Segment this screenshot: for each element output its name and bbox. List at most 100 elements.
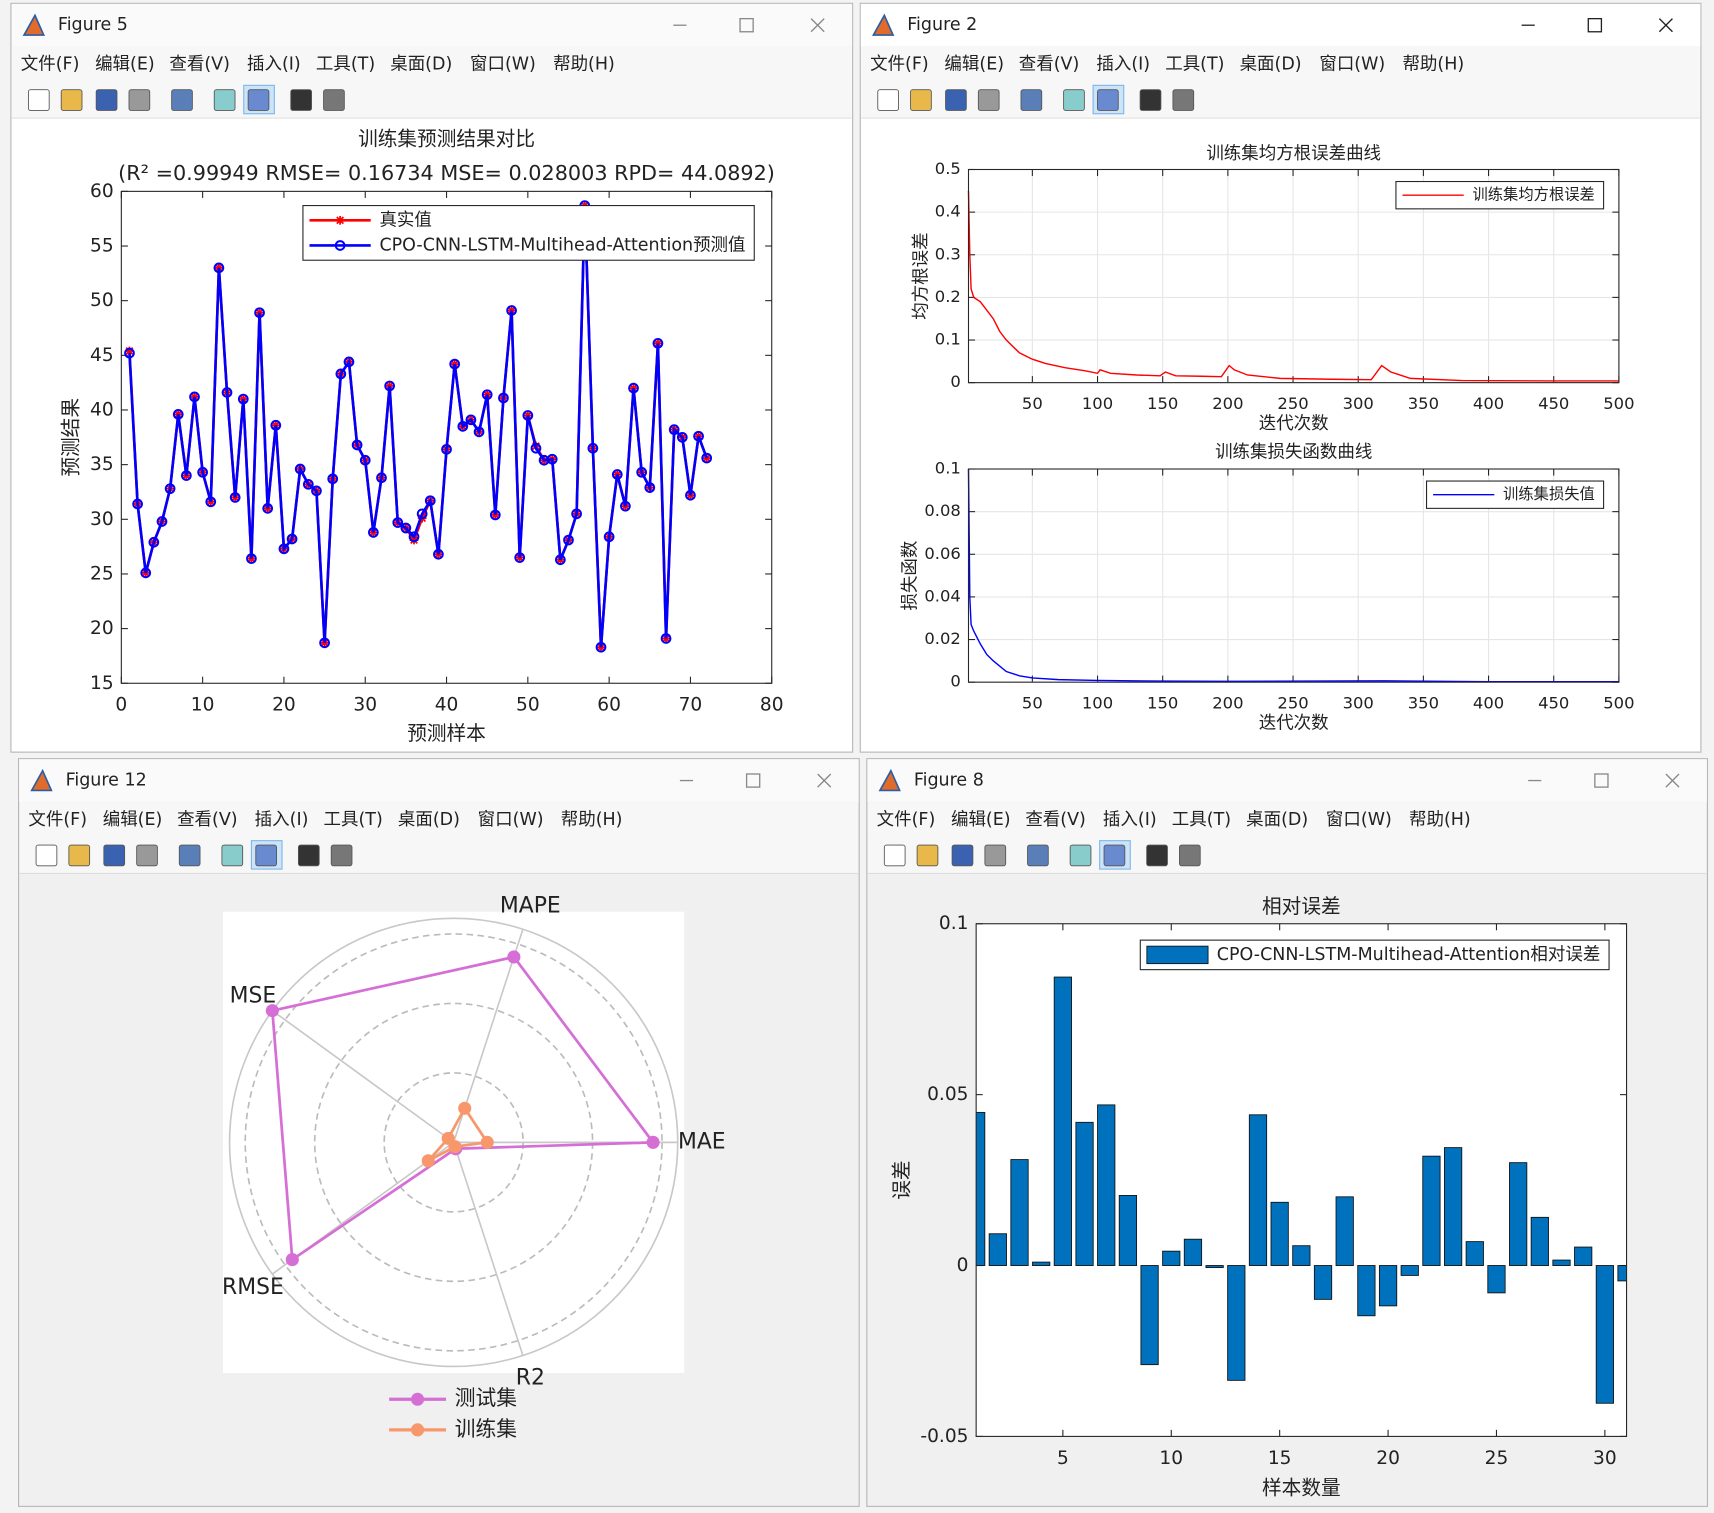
tool-button[interactable] (297, 844, 320, 867)
tool-button[interactable] (95, 89, 118, 111)
bar (1032, 1261, 1051, 1266)
tool-button[interactable] (910, 89, 932, 111)
menu-item[interactable]: 文件(F) (28, 810, 87, 830)
tool-button[interactable] (247, 89, 270, 111)
tool-button[interactable] (1097, 89, 1119, 111)
tool-button[interactable] (60, 89, 83, 111)
y-tick-label: 0.5 (935, 159, 961, 178)
bar (1400, 1265, 1419, 1276)
bar (976, 1111, 986, 1266)
tool-button[interactable] (68, 844, 91, 867)
marker (465, 414, 477, 426)
marker (327, 473, 339, 485)
close-button[interactable] (1658, 18, 1673, 33)
menu-item[interactable]: 编辑(E) (944, 55, 1004, 75)
tool-button[interactable] (136, 844, 158, 867)
menu-item[interactable]: 编辑(E) (103, 810, 163, 830)
tool-button[interactable] (330, 844, 353, 867)
menu-item[interactable]: 窗口(W) (478, 810, 544, 830)
menu-item[interactable]: 桌面(D) (390, 55, 452, 75)
y-tick-label: 30 (90, 509, 114, 530)
tool-button[interactable] (1069, 844, 1092, 867)
tool-button[interactable] (128, 89, 151, 111)
marker (181, 470, 192, 481)
tool-button[interactable] (221, 844, 244, 867)
marker (237, 393, 249, 405)
close-button[interactable] (817, 773, 832, 788)
marker (458, 1101, 472, 1115)
menu-item[interactable]: 窗口(W) (470, 55, 536, 75)
menu-item[interactable]: 帮助(H) (1402, 55, 1464, 75)
tool-button[interactable] (883, 844, 906, 867)
bar (1552, 1259, 1571, 1266)
series-line (967, 469, 1619, 683)
menu-item[interactable]: 文件(F) (870, 55, 929, 75)
tool-button[interactable] (171, 89, 193, 111)
menu-item[interactable]: 编辑(E) (951, 810, 1011, 830)
marker (408, 531, 420, 543)
tool-button[interactable] (951, 844, 974, 867)
menu-item[interactable]: 工具(T) (1165, 55, 1224, 75)
tool-button[interactable] (1063, 89, 1085, 111)
menu-item[interactable]: 工具(T) (324, 810, 383, 830)
menu-item[interactable]: 编辑(E) (95, 55, 155, 75)
tool-button[interactable] (984, 844, 1007, 867)
tool-button[interactable] (213, 89, 236, 111)
marker (229, 492, 241, 503)
tool-button[interactable] (1139, 89, 1162, 111)
close-button[interactable] (810, 18, 825, 33)
tool-button[interactable] (977, 89, 1000, 111)
menu-item[interactable]: 查看(V) (1019, 55, 1080, 75)
tool-button[interactable] (877, 89, 899, 111)
menu-item[interactable]: 插入(I) (1103, 810, 1157, 830)
maximize-button[interactable] (739, 17, 754, 33)
menu-item[interactable]: 桌面(D) (1240, 55, 1302, 75)
menu-item[interactable]: 插入(I) (255, 810, 309, 830)
tool-button[interactable] (1020, 89, 1043, 111)
menu-item[interactable]: 工具(T) (316, 55, 375, 75)
menu-item[interactable]: 窗口(W) (1326, 810, 1392, 830)
menu-item[interactable]: 窗口(W) (1319, 55, 1385, 75)
close-button[interactable] (1665, 773, 1680, 788)
tool-button[interactable] (916, 844, 939, 867)
axis-label: MAPE (500, 893, 561, 918)
series-polygon (270, 955, 656, 1263)
tool-button[interactable] (945, 89, 967, 111)
menu-item[interactable]: 插入(I) (247, 55, 301, 75)
menu-item[interactable]: 桌面(D) (1246, 810, 1308, 830)
menu-item[interactable]: 文件(F) (877, 810, 936, 830)
spoke (452, 1142, 524, 1356)
x-tick-label: 200 (1212, 394, 1243, 413)
tool-button[interactable] (27, 89, 50, 111)
tool-button[interactable] (255, 844, 277, 867)
marker (156, 516, 168, 527)
tool-button[interactable] (1103, 844, 1126, 867)
menu-item[interactable]: 文件(F) (21, 55, 80, 75)
tool-button[interactable] (103, 844, 126, 867)
tool-button[interactable] (290, 89, 312, 111)
tool-button[interactable] (1027, 844, 1049, 867)
menu-item[interactable]: 帮助(H) (561, 810, 623, 830)
tool-button[interactable] (178, 844, 201, 867)
menu-item[interactable]: 帮助(H) (553, 55, 615, 75)
tool-button[interactable] (1179, 844, 1201, 867)
tool-button[interactable] (323, 89, 345, 111)
menu-item[interactable]: 查看(V) (169, 55, 230, 75)
y-tick-label: 25 (90, 563, 114, 584)
chart-subtitle: (R² =0.99949 RMSE= 0.16734 MSE= 0.028003… (118, 161, 775, 185)
menu-item[interactable]: 帮助(H) (1409, 810, 1471, 830)
tool-button[interactable] (1146, 844, 1168, 867)
tool-button[interactable] (35, 844, 58, 867)
maximize-button[interactable] (745, 773, 761, 788)
menu-item[interactable]: 桌面(D) (398, 810, 460, 830)
menu-item[interactable]: 工具(T) (1172, 810, 1231, 830)
menu-item[interactable]: 查看(V) (1025, 810, 1086, 830)
marker (376, 472, 387, 484)
tool-button[interactable] (1172, 89, 1195, 111)
menu-item[interactable]: 插入(I) (1096, 55, 1150, 75)
maximize-button[interactable] (1594, 773, 1609, 788)
legend-label: 训练集损失值 (1503, 485, 1595, 503)
menu-item[interactable]: 查看(V) (177, 810, 238, 830)
maximize-button[interactable] (1587, 17, 1603, 33)
